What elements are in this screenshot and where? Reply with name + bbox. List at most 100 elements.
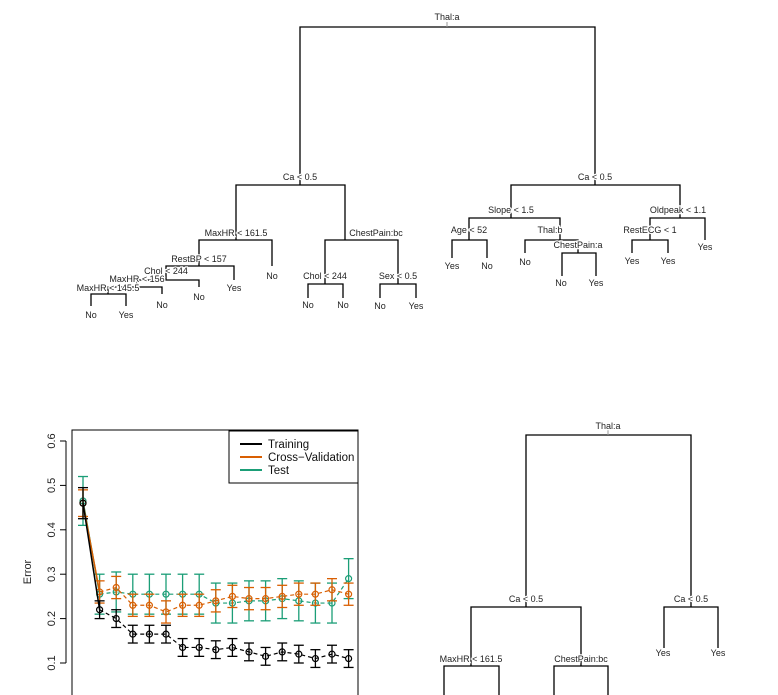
top-tree-leaf-label: No — [555, 278, 567, 288]
y-tick-label: 0.2 — [46, 611, 58, 626]
top-tree-leaf-label: Yes — [227, 283, 242, 293]
top-tree-branch-RL — [468, 217, 561, 240]
top-tree-leaf-label: Yes — [625, 256, 640, 266]
top-tree-split-label: ChestPain:a — [553, 240, 602, 250]
bottom-tree-split-label: Ca < 0.5 — [509, 594, 543, 604]
top-tree-split-label: Ca < 0.5 — [578, 172, 612, 182]
bottom-tree-branch-L — [470, 606, 582, 666]
data-point — [228, 592, 236, 601]
data-point — [295, 590, 303, 598]
bottom-tree-split-label: Thal:a — [595, 421, 620, 431]
data-point — [95, 606, 104, 614]
bottom-tree-branch-LL — [443, 665, 500, 695]
bottom-tree-branch-LR — [553, 665, 609, 695]
data-point — [245, 648, 253, 656]
data-point — [212, 597, 220, 605]
top-tree-branch-LRL — [307, 283, 344, 298]
data-point — [179, 601, 187, 609]
bottom-decision-tree: Thal:a Ca < 0.5 Ca < 0.5 MaxHR < 161.5 Chest… — [438, 420, 726, 695]
top-tree-split-label: MaxHR < 161.5 — [205, 228, 268, 238]
series-line — [99, 609, 349, 660]
top-tree-leaf-label: Yes — [661, 256, 676, 266]
legend: Training Cross−Validation Test — [228, 430, 359, 484]
data-point — [195, 643, 203, 652]
series-line — [99, 586, 349, 613]
top-tree-leaf-label: Yes — [445, 261, 460, 271]
top-decision-tree: Thal:a Ca < 0.5 Ca < 0.5 MaxHR < 161.5 Chest… — [75, 11, 713, 320]
data-point — [328, 650, 336, 658]
top-tree-leaf-label: No — [266, 271, 278, 281]
top-tree-split-label: ChestPain:bc — [349, 228, 403, 238]
legend-label-cv: Cross−Validation — [268, 452, 354, 464]
data-point — [311, 590, 319, 598]
top-tree-branch-LR — [324, 239, 399, 284]
top-tree-split-label: Chol < 244 — [144, 266, 188, 276]
top-tree-branch-RRL — [631, 239, 669, 253]
y-tick-label: 0.4 — [46, 522, 58, 537]
plot-frame — [71, 429, 359, 695]
top-tree-split-label: Age < 52 — [451, 225, 487, 235]
error-plot: Error 0.1 0.2 0.3 0.4 0.5 0.6 Training Cross−… — [22, 429, 359, 695]
top-tree-branch-RLL — [451, 239, 488, 258]
data-point — [162, 630, 170, 638]
data-point — [328, 586, 336, 594]
y-tick-label: 0.6 — [46, 433, 58, 448]
top-tree-branch-RLRR — [561, 252, 597, 276]
data-point — [129, 601, 137, 609]
data-point — [162, 590, 170, 598]
y-tick-label: 0.3 — [46, 567, 58, 582]
top-tree-branch-LL — [198, 239, 273, 266]
top-tree-leaf-label: No — [519, 257, 531, 267]
top-tree-leaf-label: Yes — [589, 278, 604, 288]
top-tree-split-label: RestBP < 157 — [171, 254, 227, 264]
series-line — [99, 578, 350, 604]
data-point — [245, 595, 253, 603]
top-tree-split-label: Chol < 244 — [303, 271, 347, 281]
top-tree-branch-L — [235, 184, 346, 240]
bottom-tree-branch-R — [663, 606, 719, 648]
data-point — [112, 583, 120, 592]
top-tree-split-label: MaxHR < 145.5 — [77, 283, 140, 293]
data-point — [195, 601, 203, 609]
legend-label-test: Test — [268, 465, 290, 477]
top-tree-split-label: Sex < 0.5 — [379, 271, 417, 281]
top-tree-leaf-label: No — [156, 300, 168, 310]
data-point — [112, 614, 120, 623]
top-tree-leaf-label: No — [337, 300, 349, 310]
series-layer — [78, 475, 354, 669]
top-tree-split-label: Slope < 1.5 — [488, 205, 534, 215]
data-point — [278, 592, 286, 601]
top-tree-leaf-label: Yes — [409, 301, 424, 311]
top-tree-split-label: MaxHR < 156 — [109, 274, 164, 284]
y-tick-label: 0.5 — [46, 478, 58, 493]
top-tree-branch-LLLLLL — [90, 293, 127, 306]
top-tree-branch-LLLLL — [107, 286, 163, 294]
data-point — [129, 630, 137, 638]
top-tree-split-label: Thal:a — [434, 12, 459, 22]
series-line-start — [82, 503, 101, 610]
top-tree-split-label: Thal:b — [537, 225, 562, 235]
top-tree-leaf-label: No — [302, 300, 314, 310]
data-point — [311, 654, 319, 663]
bottom-tree-split-label: MaxHR < 161.5 — [440, 654, 503, 664]
top-tree-leaf-label: No — [481, 261, 493, 271]
data-point — [179, 643, 187, 652]
data-point — [345, 654, 353, 663]
top-tree-leaf-label: Yes — [698, 242, 713, 252]
legend-label-training: Training — [268, 439, 309, 451]
top-tree-branch-LLL — [165, 265, 235, 280]
top-tree-leaf-label: No — [193, 292, 205, 302]
top-tree-branch-root — [299, 26, 596, 185]
data-point — [145, 630, 153, 638]
data-point — [278, 648, 286, 656]
data-point — [345, 590, 353, 598]
top-tree-leaf-label: No — [85, 310, 97, 320]
bottom-tree-leaf-label: Yes — [656, 648, 671, 658]
top-tree-branch-LLLL — [136, 279, 200, 287]
data-point — [295, 650, 303, 658]
data-point — [145, 601, 153, 609]
data-point — [162, 608, 170, 616]
bottom-tree-split-label: Ca < 0.5 — [674, 594, 708, 604]
bottom-tree-branch-root — [525, 434, 692, 607]
